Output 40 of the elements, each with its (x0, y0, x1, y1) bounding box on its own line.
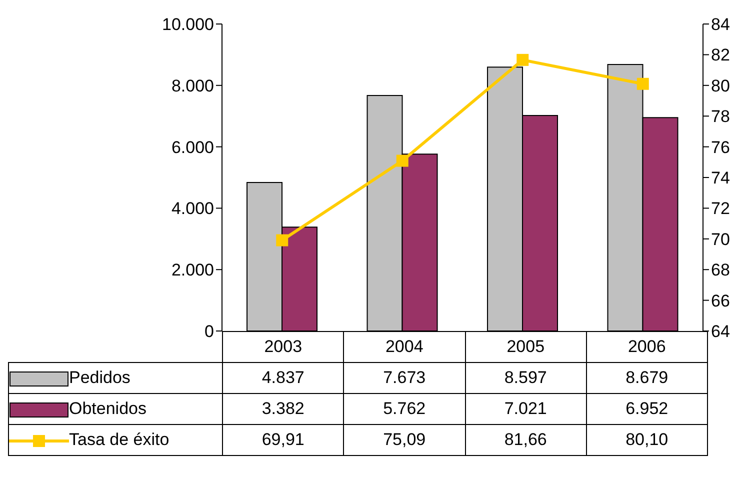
legend-label: Pedidos (69, 368, 130, 387)
point (276, 234, 288, 246)
data-label: 7.673 (344, 362, 465, 394)
point (636, 78, 649, 90)
data-label: 3.382 (222, 394, 344, 424)
y-tick-label: 4.000 (171, 199, 214, 218)
y2-tick-label: 78 (711, 107, 730, 126)
point (396, 154, 408, 167)
y-tick-label: 6.000 (171, 138, 214, 157)
y-tick-label: 10.000 (162, 15, 214, 34)
x-tick-label: 2006 (586, 332, 708, 362)
y-tick-label: 8.000 (171, 76, 214, 96)
y-tick-label: 2.000 (171, 260, 214, 280)
data-label: 8.597 (465, 362, 586, 394)
x-tick-label: 2003 (222, 332, 344, 362)
data-label: 80,10 (586, 424, 708, 456)
y2-tick-label: 74 (711, 168, 730, 188)
y2-tick-label: 68 (711, 260, 730, 280)
legend-label: Obtenidos (69, 399, 146, 418)
y2-tick-label: 82 (711, 46, 730, 65)
y2-tick-label: 70 (711, 230, 730, 249)
data-label: 5.762 (344, 394, 465, 424)
data-label: 6.952 (586, 394, 708, 424)
data-label: 8.679 (586, 362, 708, 394)
data-label: 69,91 (222, 424, 344, 456)
y2-tick-label: 84 (711, 15, 730, 34)
y2-tick-label: 64 (711, 322, 730, 342)
data-label: 75,09 (344, 424, 465, 456)
legend-label: Tasa de éxito (69, 430, 170, 449)
x-tick-label: 2005 (465, 332, 586, 362)
y-tick-label: 0 (204, 322, 214, 342)
y2-tick-label: 72 (711, 199, 730, 218)
data-label: 4.837 (222, 362, 344, 394)
y2-tick-label: 80 (711, 76, 730, 96)
data-label: 7.021 (465, 394, 586, 424)
y2-tick-label: 66 (711, 291, 730, 310)
y2-tick-label: 76 (711, 138, 730, 157)
x-tick-label: 2004 (344, 332, 465, 362)
data-label: 81,66 (465, 424, 586, 456)
point (516, 54, 529, 66)
